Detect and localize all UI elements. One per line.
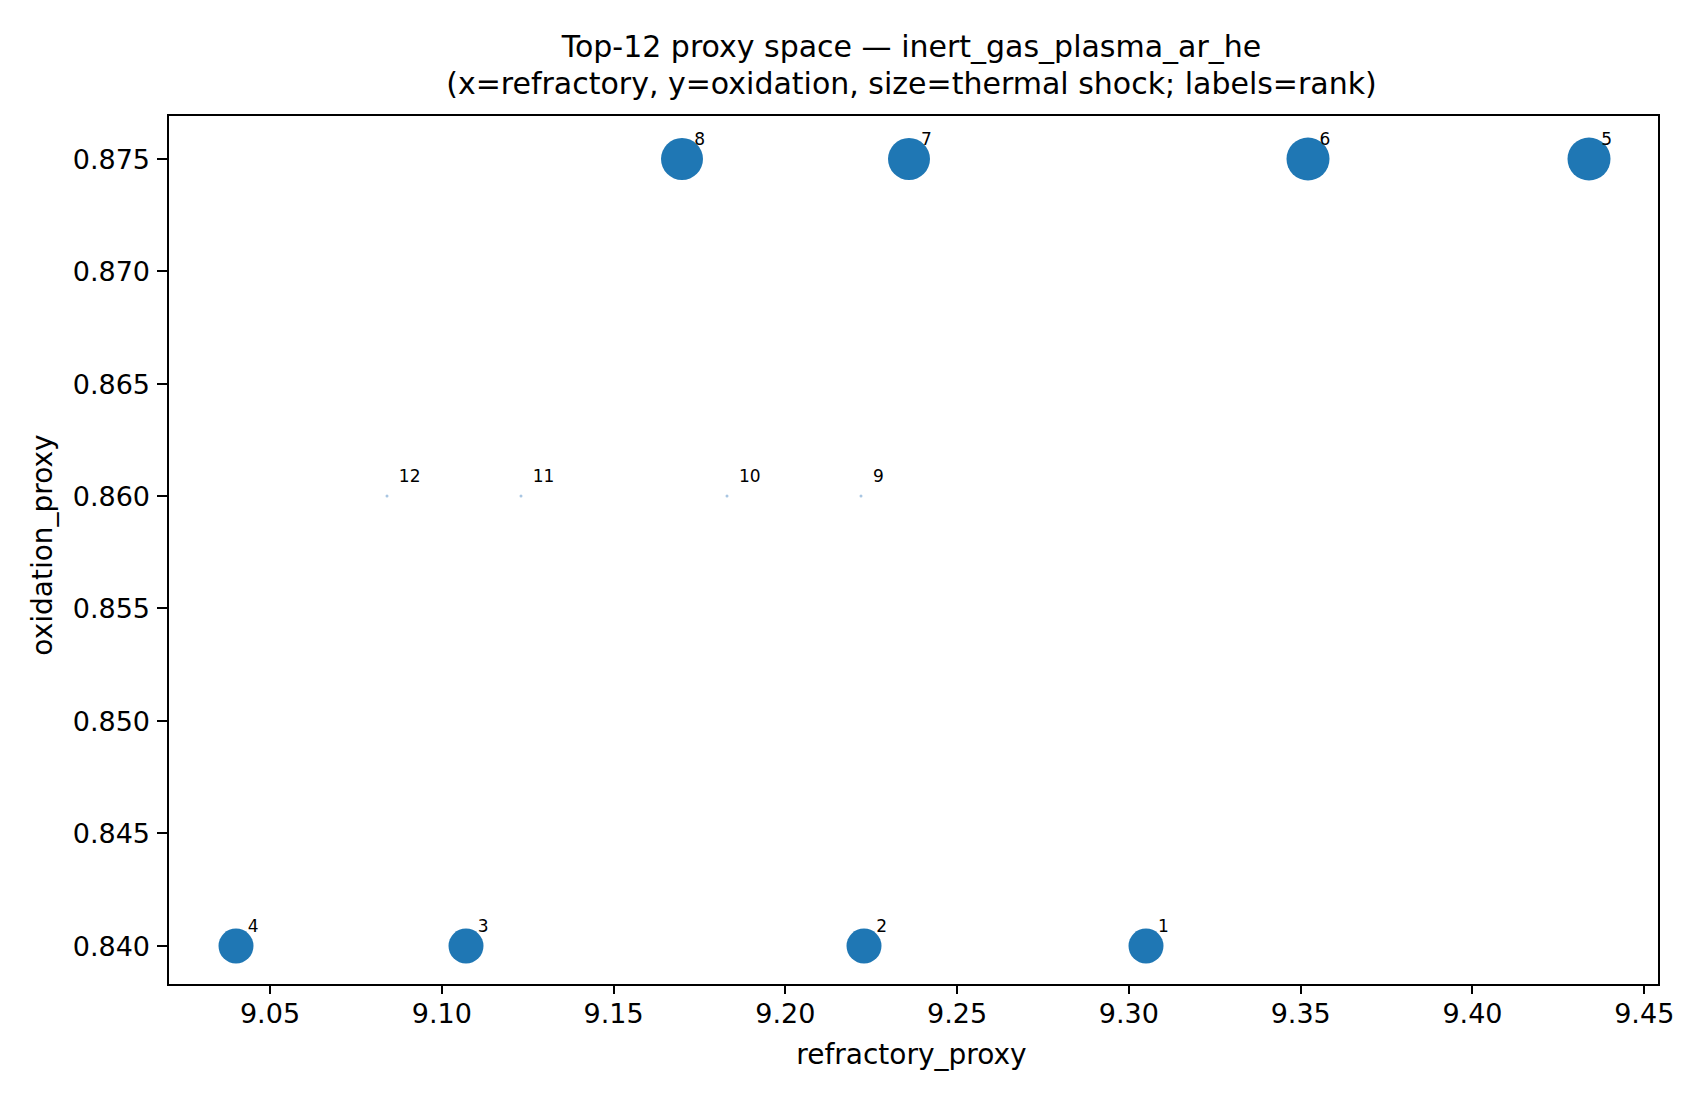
y-tick-label: 0.840 (40, 930, 150, 961)
x-tick-label: 9.40 (1442, 998, 1502, 1029)
x-tick-label: 9.35 (1271, 998, 1331, 1029)
y-tick-mark (157, 383, 167, 385)
x-tick-mark (1471, 984, 1473, 994)
plot-area: 123456789101112 (167, 114, 1660, 986)
y-tick-label: 0.875 (40, 143, 150, 174)
point-rank-label: 6 (1320, 129, 1331, 149)
y-tick-mark (157, 158, 167, 160)
y-tick-label: 0.870 (40, 256, 150, 287)
x-tick-label: 9.10 (412, 998, 472, 1029)
point-rank-label: 3 (478, 916, 489, 936)
x-tick-mark (956, 984, 958, 994)
x-tick-label: 9.25 (927, 998, 987, 1029)
x-tick-mark (269, 984, 271, 994)
x-tick-mark (441, 984, 443, 994)
point-rank-label: 10 (739, 466, 761, 486)
point-rank-label: 7 (921, 129, 932, 149)
y-tick-label: 0.850 (40, 705, 150, 736)
data-point-rank-12 (385, 495, 388, 498)
x-axis-label: refractory_proxy (167, 1038, 1656, 1071)
data-point-rank-10 (725, 495, 728, 498)
chart-title-line2: (x=refractory, y=oxidation, size=thermal… (167, 65, 1656, 102)
y-tick-label: 0.865 (40, 368, 150, 399)
point-rank-label: 11 (533, 466, 555, 486)
x-tick-mark (613, 984, 615, 994)
x-tick-mark (1300, 984, 1302, 994)
y-tick-mark (157, 720, 167, 722)
scatter-plot-figure: Top-12 proxy space — inert_gas_plasma_ar… (0, 0, 1700, 1100)
y-tick-mark (157, 607, 167, 609)
point-rank-label: 9 (873, 466, 884, 486)
chart-title-line1: Top-12 proxy space — inert_gas_plasma_ar… (167, 28, 1656, 65)
point-rank-label: 12 (399, 466, 421, 486)
y-tick-mark (157, 832, 167, 834)
data-point-rank-9 (859, 495, 862, 498)
point-rank-label: 1 (1158, 916, 1169, 936)
y-tick-mark (157, 270, 167, 272)
y-tick-mark (157, 495, 167, 497)
x-tick-label: 9.45 (1614, 998, 1674, 1029)
point-rank-label: 2 (876, 916, 887, 936)
y-axis-label: oxidation_proxy (26, 434, 59, 655)
point-rank-label: 5 (1601, 129, 1612, 149)
x-tick-label: 9.20 (755, 998, 815, 1029)
y-tick-mark (157, 945, 167, 947)
x-tick-mark (1643, 984, 1645, 994)
y-tick-label: 0.845 (40, 818, 150, 849)
x-tick-mark (1128, 984, 1130, 994)
x-tick-label: 9.30 (1099, 998, 1159, 1029)
x-tick-label: 9.05 (240, 998, 300, 1029)
data-point-rank-11 (519, 495, 522, 498)
x-tick-label: 9.15 (584, 998, 644, 1029)
x-tick-mark (784, 984, 786, 994)
point-rank-label: 8 (694, 129, 705, 149)
chart-title: Top-12 proxy space — inert_gas_plasma_ar… (167, 28, 1656, 102)
point-rank-label: 4 (248, 916, 259, 936)
